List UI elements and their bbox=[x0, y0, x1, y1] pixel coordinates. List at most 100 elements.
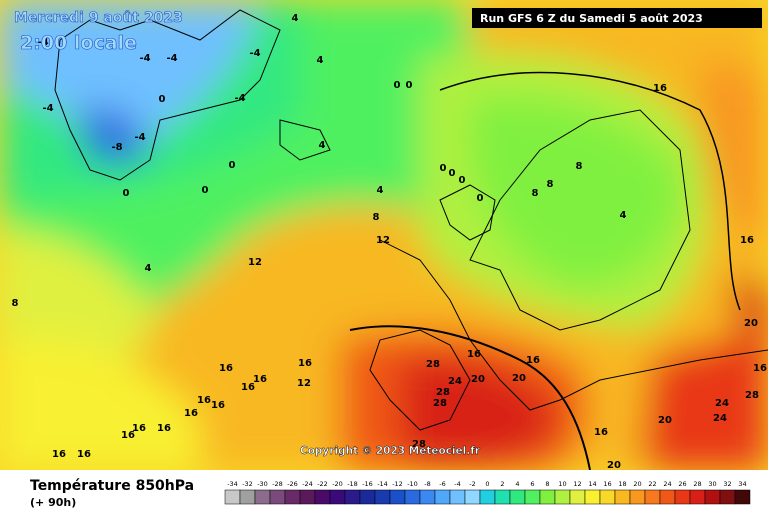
contour-label: 16 bbox=[740, 235, 754, 246]
scale-label: 32 bbox=[723, 480, 731, 488]
contour-label: 4 bbox=[292, 13, 299, 24]
scale-label: 18 bbox=[618, 480, 626, 488]
scale-label: -34 bbox=[227, 480, 238, 488]
contour-label: 16 bbox=[157, 423, 171, 434]
contour-label: 4 bbox=[317, 55, 324, 66]
scale-swatch bbox=[239, 489, 256, 505]
contour-label: 0 bbox=[159, 94, 166, 105]
contour-label: -4 bbox=[37, 37, 48, 48]
contour-label: 28 bbox=[412, 439, 426, 450]
contour-label: 16 bbox=[132, 423, 146, 434]
contour-label: -4 bbox=[134, 132, 145, 143]
isotherm bbox=[349, 325, 591, 470]
scale-label: -12 bbox=[392, 480, 403, 488]
scale-swatch bbox=[704, 489, 721, 505]
contour-label: 0 bbox=[229, 160, 236, 171]
scale-swatch bbox=[644, 489, 661, 505]
scale-label: 22 bbox=[648, 480, 656, 488]
contour-label: 16 bbox=[219, 363, 233, 374]
contour-label: 20 bbox=[471, 374, 485, 385]
contour-label: 16 bbox=[653, 83, 667, 94]
scale-label: -18 bbox=[347, 480, 358, 488]
field-name: Température 850hPa bbox=[30, 478, 194, 494]
coastlines bbox=[54, 9, 768, 431]
contour-label: -4 bbox=[139, 53, 150, 64]
contour-label: 0 bbox=[406, 80, 413, 91]
contour-label: 24 bbox=[448, 376, 462, 387]
scale-swatch bbox=[614, 489, 631, 505]
scale-label: 8 bbox=[545, 480, 549, 488]
contour-label: 8 bbox=[576, 161, 583, 172]
scale-swatch bbox=[599, 489, 616, 505]
scale-label: -14 bbox=[377, 480, 388, 488]
contour-label: 16 bbox=[526, 355, 540, 366]
contour-label: 8 bbox=[532, 188, 539, 199]
scale-swatch bbox=[299, 489, 316, 505]
scale-swatch bbox=[629, 489, 646, 505]
contour-label: 8 bbox=[12, 298, 19, 309]
scale-swatch bbox=[449, 489, 466, 505]
scale-label: 20 bbox=[633, 480, 641, 488]
isotherm bbox=[439, 71, 741, 311]
scale-swatch bbox=[689, 489, 706, 505]
contour-label: 8 bbox=[373, 212, 380, 223]
contour-label: -4 bbox=[234, 93, 245, 104]
scale-swatch bbox=[659, 489, 676, 505]
scale-swatch bbox=[734, 489, 751, 505]
scale-swatch bbox=[719, 489, 736, 505]
scale-label: -28 bbox=[272, 480, 283, 488]
scale-swatch bbox=[314, 489, 331, 505]
contour-label: 28 bbox=[433, 398, 447, 409]
contour-label: 20 bbox=[658, 415, 672, 426]
scale-swatch bbox=[464, 489, 481, 505]
contour-label: 16 bbox=[594, 427, 608, 438]
contour-label: 16 bbox=[753, 363, 767, 374]
scale-swatch bbox=[374, 489, 391, 505]
scale-swatch bbox=[539, 489, 556, 505]
scale-label: 34 bbox=[738, 480, 746, 488]
scale-swatch bbox=[269, 489, 286, 505]
contour-label: 0 bbox=[459, 175, 466, 186]
scale-label: 4 bbox=[515, 480, 519, 488]
scale-swatch bbox=[569, 489, 586, 505]
scale-label: -2 bbox=[469, 480, 475, 488]
contour-label: 0 bbox=[123, 188, 130, 199]
contour-label: 16 bbox=[197, 395, 211, 406]
scale-label: 26 bbox=[678, 480, 686, 488]
contour-label: -4 bbox=[166, 53, 177, 64]
scale-label: -32 bbox=[242, 480, 253, 488]
scale-label: 14 bbox=[588, 480, 596, 488]
scale-label: 24 bbox=[663, 480, 671, 488]
contour-label: 8 bbox=[547, 179, 554, 190]
scale-swatch bbox=[509, 489, 526, 505]
contour-label: 16 bbox=[77, 449, 91, 460]
contour-label: 20 bbox=[744, 318, 758, 329]
color-scale: -34 -32 -30 -28 -26 -24 -22 -20 -18 -16 -14 -12 -10-… bbox=[224, 480, 751, 505]
contour-label: -4 bbox=[42, 103, 53, 114]
contour-label: 28 bbox=[436, 387, 450, 398]
scale-swatch bbox=[524, 489, 541, 505]
contour-label: -4 bbox=[249, 48, 260, 59]
scale-swatch bbox=[389, 489, 406, 505]
contour-label: 28 bbox=[745, 390, 759, 401]
scale-label: -4 bbox=[454, 480, 460, 488]
scale-label: -24 bbox=[302, 480, 313, 488]
contour-label: 16 bbox=[467, 349, 481, 360]
contour-label: 16 bbox=[298, 358, 312, 369]
lead-time: (+ 90h) bbox=[30, 496, 76, 509]
scale-swatch bbox=[344, 489, 361, 505]
scale-label: -20 bbox=[332, 480, 343, 488]
scale-label: 6 bbox=[530, 480, 534, 488]
contour-label: 24 bbox=[715, 398, 729, 409]
scale-label: -16 bbox=[362, 480, 373, 488]
contour-label: 28 bbox=[426, 359, 440, 370]
contour-label: 16 bbox=[253, 374, 267, 385]
scale-label: 30 bbox=[708, 480, 716, 488]
copyright: Copyright © 2023 Meteociel.fr bbox=[300, 445, 481, 457]
contour-label: 4 bbox=[377, 185, 384, 196]
scale-swatch bbox=[674, 489, 691, 505]
contour-label: 12 bbox=[376, 235, 390, 246]
contour-label: 16 bbox=[241, 382, 255, 393]
run-box bbox=[472, 8, 762, 28]
